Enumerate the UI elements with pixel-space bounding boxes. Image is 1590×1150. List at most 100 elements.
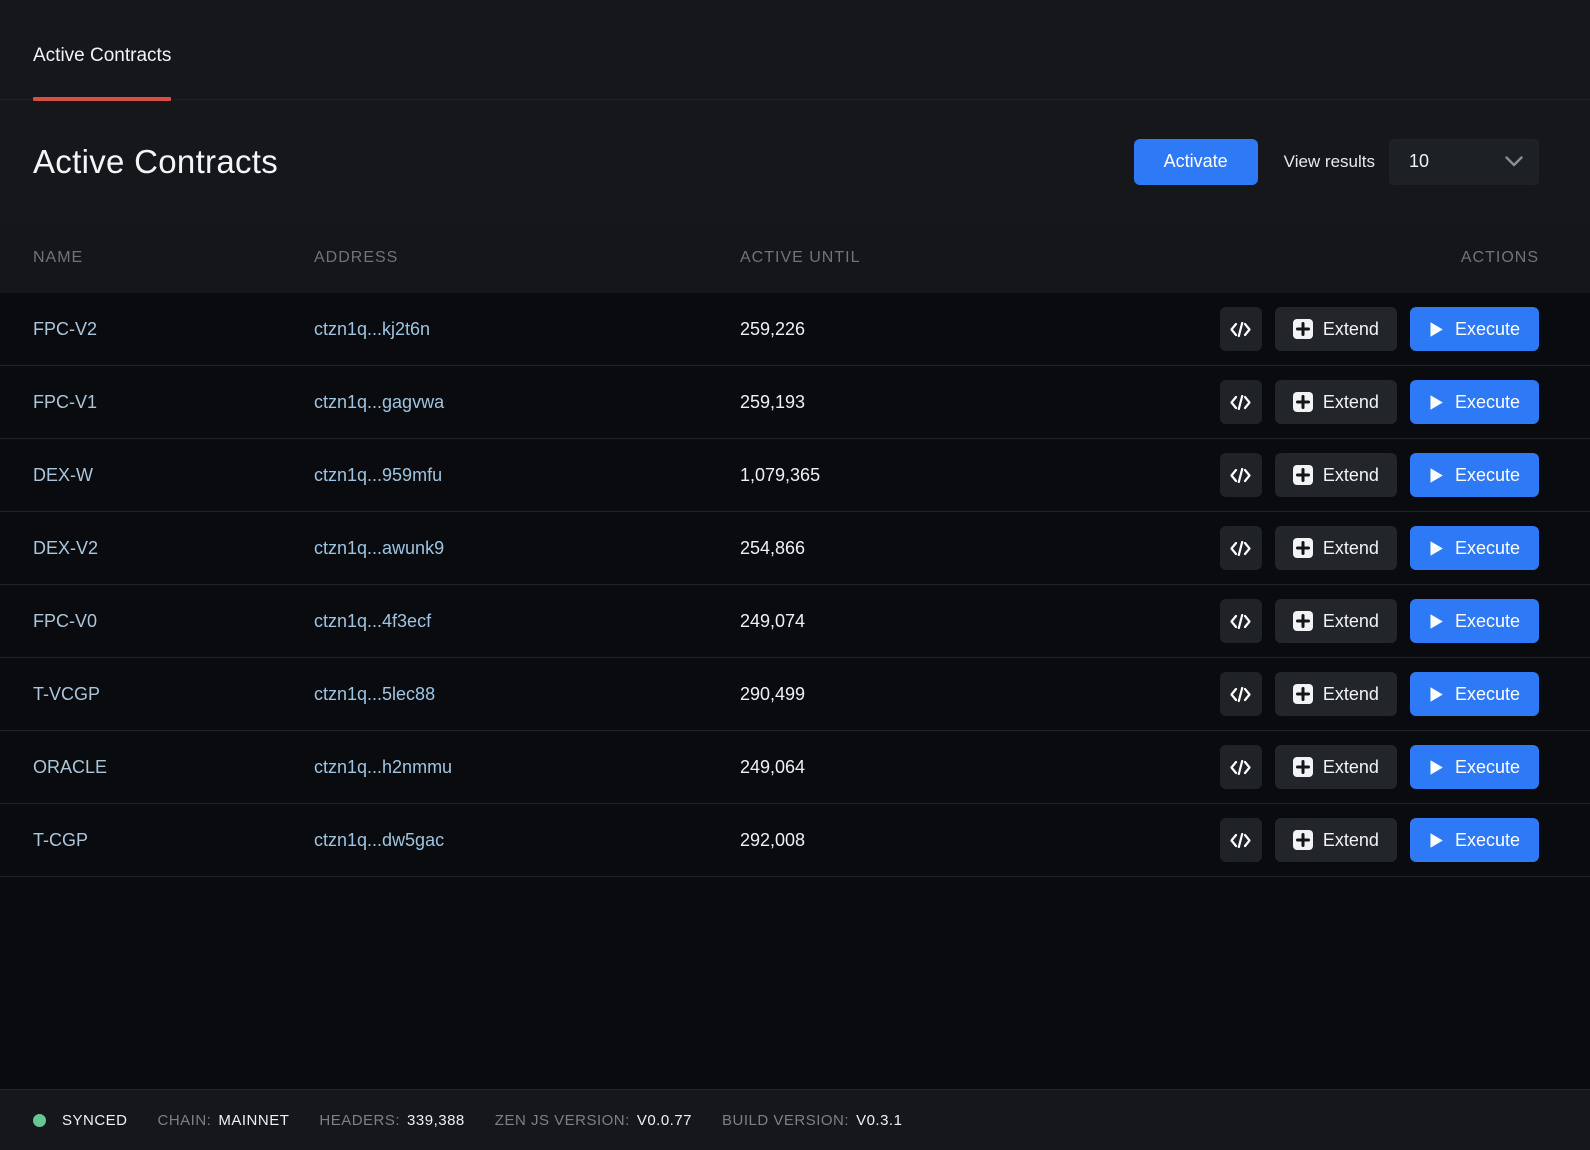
zenjs-version-value: V0.0.77 (636, 1111, 693, 1129)
contract-address[interactable]: ctzn1q...h2nmmu (314, 756, 453, 777)
contract-address[interactable]: ctzn1q...dw5gac (314, 829, 445, 850)
activate-button[interactable]: Activate (1133, 138, 1258, 185)
page-size-value: 10 (1409, 151, 1430, 171)
sync-status-label: SYNCED (62, 1111, 128, 1129)
contract-name[interactable]: FPC-V1 (33, 391, 98, 412)
execute-button[interactable]: Execute (1409, 745, 1539, 789)
execute-button[interactable]: Execute (1409, 672, 1539, 716)
extend-button[interactable]: Extend (1274, 380, 1397, 424)
extend-button[interactable]: Extend (1274, 307, 1397, 351)
contract-address[interactable]: ctzn1q...gagvwa (314, 391, 445, 412)
extend-button[interactable]: Extend (1274, 526, 1397, 570)
code-icon (1230, 613, 1252, 629)
view-code-button[interactable] (1219, 599, 1262, 643)
extend-label: Extend (1322, 610, 1379, 631)
view-code-button[interactable] (1219, 745, 1262, 789)
table-row: DEX-V2 ctzn1q...awunk9 254,866 Extend Ex… (0, 512, 1590, 585)
execute-button[interactable]: Execute (1409, 307, 1539, 351)
extend-button[interactable]: Extend (1274, 599, 1397, 643)
contract-address[interactable]: ctzn1q...959mfu (314, 464, 443, 485)
tab-active-contracts[interactable]: Active Contracts (33, 45, 172, 101)
row-actions: Extend Execute (1219, 380, 1539, 424)
view-code-button[interactable] (1219, 307, 1262, 351)
contract-address[interactable]: ctzn1q...kj2t6n (314, 318, 431, 339)
plus-square-icon (1292, 830, 1313, 850)
extend-button[interactable]: Extend (1274, 672, 1397, 716)
execute-label: Execute (1454, 683, 1520, 704)
tab-active-indicator (33, 97, 172, 101)
build-version-info: BUILD VERSION: V0.3.1 (722, 1112, 902, 1129)
contract-address[interactable]: ctzn1q...5lec88 (314, 683, 436, 704)
active-until-value: 292,008 (740, 829, 806, 850)
active-until-value: 1,079,365 (740, 464, 821, 485)
extend-button[interactable]: Extend (1274, 453, 1397, 497)
title-bar: Active Contracts Activate View results 1… (0, 100, 1590, 223)
execute-button[interactable]: Execute (1409, 526, 1539, 570)
execute-label: Execute (1454, 318, 1520, 339)
plus-square-icon (1292, 538, 1313, 558)
contract-name[interactable]: ORACLE (33, 756, 108, 777)
page-title: Active Contracts (33, 142, 279, 180)
row-actions: Extend Execute (1219, 526, 1539, 570)
contract-name[interactable]: T-VCGP (33, 683, 101, 704)
active-until-value: 259,193 (740, 391, 806, 412)
execute-button[interactable]: Execute (1409, 453, 1539, 497)
view-code-button[interactable] (1219, 672, 1262, 716)
table-row: T-VCGP ctzn1q...5lec88 290,499 Extend Ex… (0, 658, 1590, 731)
contract-name[interactable]: DEX-V2 (33, 537, 99, 558)
code-icon (1230, 832, 1252, 848)
execute-button[interactable]: Execute (1409, 380, 1539, 424)
execute-label: Execute (1454, 464, 1520, 485)
play-icon (1429, 540, 1444, 557)
active-until-value: 254,866 (740, 537, 806, 558)
table-row: DEX-W ctzn1q...959mfu 1,079,365 Extend E… (0, 439, 1590, 512)
extend-label: Extend (1322, 464, 1379, 485)
active-until-value: 249,074 (740, 610, 806, 631)
view-code-button[interactable] (1219, 526, 1262, 570)
code-icon (1230, 394, 1252, 410)
view-code-button[interactable] (1219, 818, 1262, 862)
active-until-value: 249,064 (740, 756, 806, 777)
extend-button[interactable]: Extend (1274, 745, 1397, 789)
table-body: FPC-V2 ctzn1q...kj2t6n 259,226 Extend Ex… (0, 293, 1590, 1089)
contract-address[interactable]: ctzn1q...4f3ecf (314, 610, 432, 631)
active-until-value: 259,226 (740, 318, 806, 339)
contract-name[interactable]: DEX-W (33, 464, 93, 485)
tab-label: Active Contracts (33, 45, 172, 66)
play-icon (1429, 686, 1444, 703)
synced-dot-icon (33, 1113, 46, 1127)
title-controls: Activate View results 10 (1133, 138, 1539, 185)
contract-name[interactable]: FPC-V2 (33, 318, 98, 339)
column-header-actions: ACTIONS (1460, 249, 1539, 266)
execute-button[interactable]: Execute (1409, 599, 1539, 643)
extend-label: Extend (1322, 756, 1379, 777)
headers-value: 339,388 (407, 1111, 465, 1129)
play-icon (1429, 321, 1444, 338)
build-version-label: BUILD VERSION: (722, 1111, 850, 1129)
execute-label: Execute (1454, 391, 1520, 412)
chain-value: MAINNET (218, 1111, 290, 1129)
row-actions: Extend Execute (1219, 307, 1539, 351)
row-actions: Extend Execute (1219, 818, 1539, 862)
table-row: FPC-V0 ctzn1q...4f3ecf 249,074 Extend Ex… (0, 585, 1590, 658)
code-icon (1230, 759, 1252, 775)
extend-button[interactable]: Extend (1274, 818, 1397, 862)
contract-name[interactable]: T-CGP (33, 829, 89, 850)
table-row: FPC-V2 ctzn1q...kj2t6n 259,226 Extend Ex… (0, 293, 1590, 366)
play-icon (1429, 613, 1444, 630)
view-code-button[interactable] (1219, 380, 1262, 424)
view-results-label: View results (1283, 151, 1375, 171)
page-size-select[interactable]: 10 (1389, 138, 1539, 185)
execute-label: Execute (1454, 537, 1520, 558)
execute-button[interactable]: Execute (1409, 818, 1539, 862)
plus-square-icon (1292, 465, 1313, 485)
table-row: FPC-V1 ctzn1q...gagvwa 259,193 Extend Ex… (0, 366, 1590, 439)
contract-address[interactable]: ctzn1q...awunk9 (314, 537, 445, 558)
column-header-active-until: ACTIVE UNTIL (740, 249, 861, 266)
chevron-down-icon (1505, 156, 1523, 167)
play-icon (1429, 759, 1444, 776)
view-code-button[interactable] (1219, 453, 1262, 497)
execute-label: Execute (1454, 829, 1520, 850)
contract-name[interactable]: FPC-V0 (33, 610, 98, 631)
